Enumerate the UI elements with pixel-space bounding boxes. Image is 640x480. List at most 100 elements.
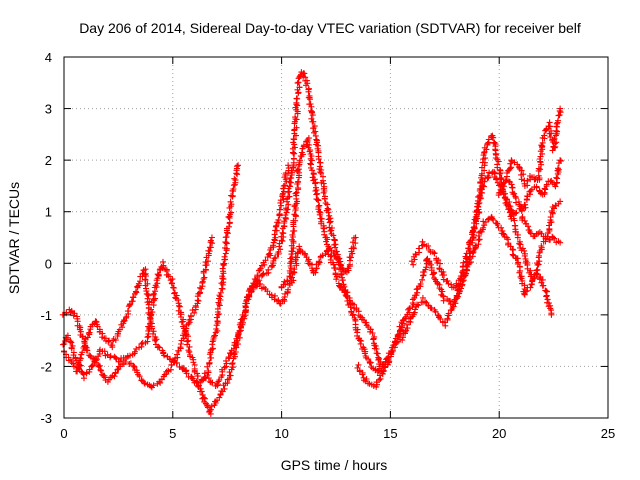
track-marker-group xyxy=(521,173,534,189)
y-tick-label: -3 xyxy=(40,411,52,426)
track-marker-group xyxy=(547,177,558,188)
track-marker-group xyxy=(366,359,379,374)
track-marker-group xyxy=(325,251,342,287)
track-marker-group xyxy=(310,258,323,276)
track-marker-group xyxy=(419,238,436,255)
track-marker-group xyxy=(495,224,511,243)
track-marker-group xyxy=(489,132,503,173)
track-marker-group xyxy=(64,332,77,359)
track-marker-group xyxy=(462,215,480,261)
track-marker-group xyxy=(164,353,174,363)
series-2 xyxy=(60,162,292,417)
track-marker-group xyxy=(276,165,292,219)
track-marker-group xyxy=(95,362,109,384)
y-tick-label: 0 xyxy=(45,256,52,271)
track-marker-group xyxy=(534,271,547,289)
track-marker-group xyxy=(317,167,328,196)
track-marker-group xyxy=(362,378,377,389)
track-marker-group xyxy=(519,213,530,227)
x-tick-label: 10 xyxy=(274,426,288,441)
axis-ticks: 0 5 10 15 20 25 -3 -2 -1 0 1 2 3 4 xyxy=(40,50,615,441)
track-marker-group xyxy=(549,200,562,210)
track-marker-group xyxy=(148,378,163,391)
track-marker-group xyxy=(339,277,354,311)
track-marker-group xyxy=(200,237,216,282)
track-marker-group xyxy=(518,191,533,214)
x-tick-label: 25 xyxy=(601,426,615,441)
track-marker-group xyxy=(310,125,324,173)
track-marker-group xyxy=(289,246,303,284)
track-marker-group xyxy=(473,178,487,222)
track-marker-group xyxy=(557,239,564,246)
track-marker-group xyxy=(548,311,555,318)
track-marker-group xyxy=(353,305,366,323)
track-marker-group xyxy=(180,323,196,361)
track-marker-group xyxy=(173,295,187,326)
series-12 xyxy=(519,198,564,242)
track-marker-group xyxy=(431,250,447,279)
track-marker-group xyxy=(109,328,122,351)
x-tick-label: 15 xyxy=(383,426,397,441)
track-marker-group xyxy=(370,333,385,374)
track-marker-group xyxy=(82,320,98,343)
x-tick-label: 5 xyxy=(169,426,176,441)
series-4 xyxy=(201,69,407,389)
track-marker-group xyxy=(165,355,179,375)
series-9 xyxy=(408,168,555,318)
y-tick-label: 3 xyxy=(45,102,52,117)
track-marker-group xyxy=(552,157,564,190)
track-marker-group xyxy=(304,135,318,183)
track-marker-group xyxy=(397,314,414,344)
track-marker-group xyxy=(440,296,454,308)
track-marker-group xyxy=(295,149,306,169)
track-marker-group xyxy=(321,193,334,223)
track-marker-group xyxy=(531,230,542,240)
track-marker-group xyxy=(154,343,168,359)
track-marker-group xyxy=(419,294,435,312)
x-axis-label: GPS time / hours xyxy=(281,457,388,473)
track-marker-group xyxy=(226,339,241,379)
track-marker-group xyxy=(256,280,273,298)
track-marker-group xyxy=(190,356,204,395)
track-marker-group xyxy=(107,352,120,362)
track-marker-group xyxy=(130,363,145,384)
track-marker-group xyxy=(336,282,349,296)
track-marker-group xyxy=(140,378,153,389)
track-marker-group xyxy=(343,235,359,276)
track-marker-group xyxy=(549,107,564,154)
track-marker-group xyxy=(475,222,488,248)
track-marker-group xyxy=(305,85,318,132)
track-marker-group xyxy=(495,179,509,199)
track-marker-group xyxy=(277,277,295,307)
track-marker-group xyxy=(317,215,332,254)
track-marker-group xyxy=(424,255,438,282)
track-marker-group xyxy=(97,346,111,359)
track-marker-group xyxy=(557,198,564,205)
track-marker-group xyxy=(246,280,261,293)
track-marker-group xyxy=(213,360,230,389)
track-marker-group xyxy=(406,286,421,312)
track-marker-group xyxy=(61,348,72,364)
track-marker-group xyxy=(216,376,233,401)
track-marker-group xyxy=(223,335,241,364)
track-marker-group xyxy=(266,216,282,257)
track-marker-group xyxy=(502,158,515,184)
track-marker-group xyxy=(300,70,311,89)
track-marker-group xyxy=(204,329,219,376)
series-11 xyxy=(505,157,564,214)
track-marker-group xyxy=(348,308,363,342)
track-marker-group xyxy=(112,360,127,377)
track-marker-group xyxy=(72,354,87,378)
track-marker-group xyxy=(228,163,241,199)
track-marker-group xyxy=(235,162,242,169)
track-marker-group xyxy=(352,234,359,241)
data-points xyxy=(59,69,564,417)
x-tick-label: 0 xyxy=(60,426,67,441)
track-marker-group xyxy=(310,177,324,218)
track-marker-group xyxy=(388,323,405,356)
x-tick-label: 20 xyxy=(492,426,506,441)
track-marker-group xyxy=(463,242,479,273)
track-marker-group xyxy=(256,266,272,284)
track-marker-group xyxy=(542,287,555,317)
track-marker-group xyxy=(414,256,430,292)
